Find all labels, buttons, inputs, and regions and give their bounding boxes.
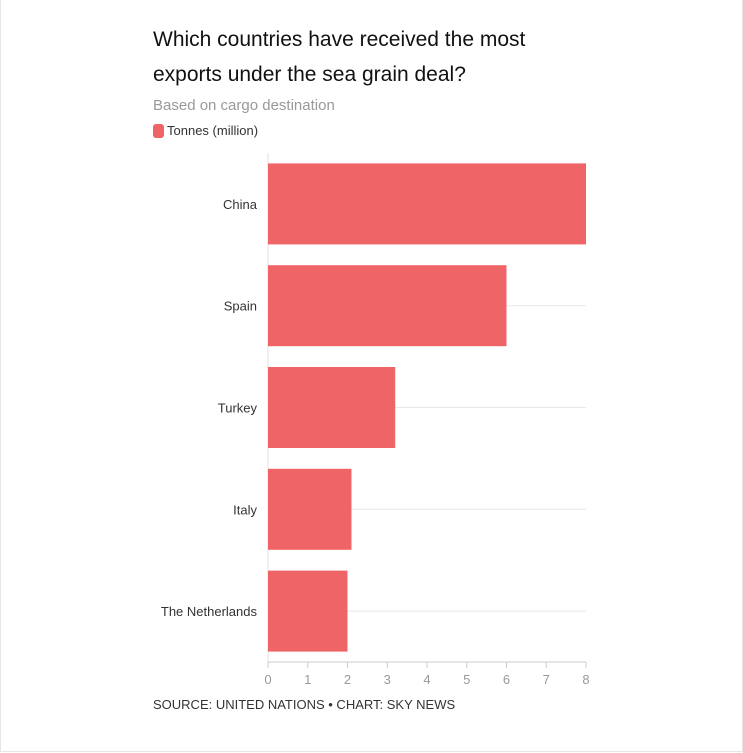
chart-subtitle: Based on cargo destination (153, 97, 335, 114)
bar-spain (268, 265, 507, 347)
x-tick-label: 4 (423, 672, 430, 687)
x-tick-label: 1 (304, 672, 311, 687)
x-tick-label: 2 (344, 672, 351, 687)
category-label: China (223, 197, 258, 212)
bar-china (268, 163, 586, 245)
bar-the-netherlands (268, 570, 348, 652)
x-tick-label: 8 (582, 672, 589, 687)
bar-turkey (268, 367, 396, 448)
category-label: Spain (224, 299, 257, 314)
x-tick-label: 6 (503, 672, 510, 687)
x-tick-label: 0 (264, 672, 271, 687)
x-tick-label: 7 (543, 672, 550, 687)
category-label: Italy (233, 502, 257, 517)
chart-title: Which countries have received the most e… (153, 28, 526, 86)
x-tick-label: 3 (384, 672, 391, 687)
category-label: The Netherlands (161, 604, 258, 619)
legend-label: Tonnes (million) (167, 123, 259, 138)
bar-italy (268, 468, 352, 550)
legend-swatch (153, 123, 164, 138)
x-tick-label: 5 (463, 672, 470, 687)
source-note: SOURCE: UNITED NATIONS • CHART: SKY NEWS (153, 697, 456, 712)
legend: Tonnes (million) (153, 123, 258, 138)
category-label: Turkey (218, 401, 258, 416)
